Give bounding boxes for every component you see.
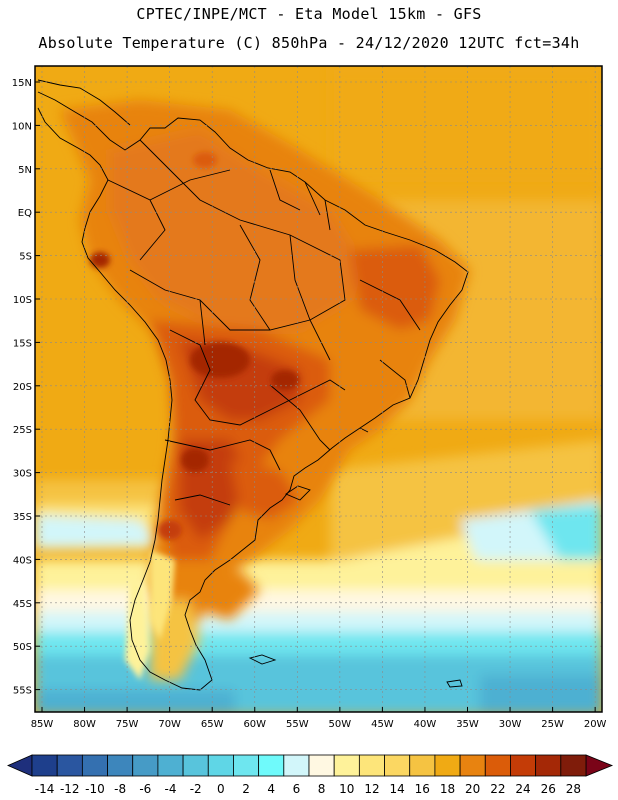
coastlines (37, 79, 469, 691)
lat-tick-label: 20S (13, 382, 32, 393)
lon-tick-label: 25W (541, 719, 564, 730)
colorbar-label: 10 (339, 782, 354, 796)
colorbar-swatch (535, 754, 562, 777)
lat-tick-label: 15S (13, 338, 32, 349)
lat-tick-label: 30S (13, 469, 32, 480)
colorbar-label: -4 (165, 782, 177, 796)
colorbar-swatch (182, 754, 209, 777)
lon-tick-label: 50W (329, 719, 352, 730)
map-frame (34, 65, 603, 713)
lon-tick-label: 30W (499, 719, 522, 730)
colorbar-label: 20 (465, 782, 480, 796)
lat-tick-label: 10S (13, 295, 32, 306)
colorbar-swatch (31, 754, 58, 777)
colorbar-swatch (384, 754, 411, 777)
colorbar-label: 24 (515, 782, 530, 796)
colorbar-label: 12 (364, 782, 379, 796)
lat-tick-label: 50S (13, 642, 32, 653)
colorbar-label: 8 (318, 782, 326, 796)
lat-tick-label: 15N (12, 78, 32, 89)
colorbar: -14 -12 -10 -8 -6 -4 -2 0 2 4 6 8 10 12 14 16 18 20 22 24 26… (7, 754, 614, 796)
colorbar-under-arrow (7, 754, 33, 777)
colorbar-label: -12 (60, 782, 80, 796)
colorbar-swatch (333, 754, 360, 777)
colorbar-swatch (207, 754, 234, 777)
colorbar-swatch (258, 754, 285, 777)
axis-ticks: 85W 80W 75W 70W 65W 60W 55W 50W 45W 40W 35W 30W 25W 2… (12, 78, 607, 730)
colorbar-swatch (132, 754, 159, 777)
colorbar-swatch (56, 754, 83, 777)
colorbar-label: 22 (490, 782, 505, 796)
colorbar-swatch (409, 754, 436, 777)
colorbar-label: 0 (217, 782, 225, 796)
lat-tick-label: 25S (13, 425, 32, 436)
lon-tick-label: 60W (243, 719, 266, 730)
lon-tick-label: 20W (584, 719, 607, 730)
temperature-field (35, 66, 602, 712)
colorbar-label: 4 (267, 782, 275, 796)
colorbar-label: -2 (190, 782, 202, 796)
lat-tick-label: EQ (18, 208, 32, 219)
colorbar-swatch (157, 754, 184, 777)
colorbar-swatch (358, 754, 385, 777)
colorbar-label: 16 (415, 782, 430, 796)
colorbar-label: -8 (114, 782, 126, 796)
colorbar-swatch (560, 754, 587, 777)
colorbar-over-arrow (585, 754, 614, 777)
colorbar-label: -14 (35, 782, 55, 796)
lon-tick-label: 80W (73, 719, 96, 730)
lon-tick-label: 70W (158, 719, 181, 730)
map-title-line-1: CPTEC/INPE/MCT - Eta Model 15km - GFS (136, 5, 482, 23)
lat-tick-label: 45S (13, 599, 32, 610)
colorbar-label: 6 (293, 782, 301, 796)
colorbar-label: 18 (440, 782, 455, 796)
lon-tick-label: 75W (116, 719, 139, 730)
colorbar-swatch (484, 754, 511, 777)
lat-tick-label: 10N (12, 121, 32, 132)
lon-tick-label: 55W (286, 719, 309, 730)
colorbar-swatch (459, 754, 486, 777)
colorbar-label: -10 (85, 782, 105, 796)
lon-tick-label: 40W (414, 719, 437, 730)
colorbar-swatch (107, 754, 134, 777)
lon-tick-label: 85W (31, 719, 54, 730)
colorbar-label: 26 (541, 782, 556, 796)
colorbar-label: 28 (566, 782, 581, 796)
colorbar-label: 14 (389, 782, 404, 796)
lat-tick-label: 40S (13, 555, 32, 566)
lon-tick-label: 65W (201, 719, 224, 730)
colorbar-swatch (283, 754, 310, 777)
lat-tick-label: 55S (13, 686, 32, 697)
colorbar-swatch (233, 754, 260, 777)
lat-tick-label: 5N (18, 165, 32, 176)
colorbar-swatch (434, 754, 461, 777)
lat-tick-label: 35S (13, 512, 32, 523)
colorbar-swatch (81, 754, 108, 777)
colorbar-swatch (510, 754, 537, 777)
lon-tick-label: 45W (371, 719, 394, 730)
colorbar-swatch (308, 754, 335, 777)
map-title-line-2: Absolute Temperature (C) 850hPa - 24/12/… (38, 34, 580, 52)
lat-tick-label: 5S (19, 252, 32, 263)
colorbar-label: -6 (139, 782, 151, 796)
lon-tick-label: 35W (456, 719, 479, 730)
colorbar-label: 2 (242, 782, 250, 796)
